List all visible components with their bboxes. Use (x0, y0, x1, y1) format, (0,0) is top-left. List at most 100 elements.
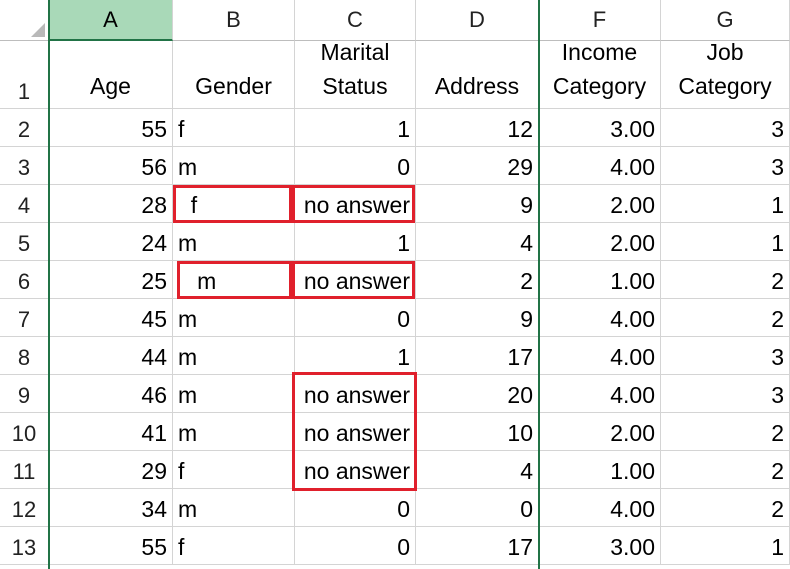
column-header-g[interactable]: G (661, 0, 790, 41)
cell-income[interactable]: 2.00 (539, 185, 661, 223)
cell-job[interactable]: 3 (661, 147, 790, 185)
row-header-9[interactable]: 9 (0, 375, 49, 413)
column-header-d[interactable]: D (416, 0, 539, 41)
cell-age[interactable]: 44 (49, 337, 173, 375)
select-all-corner[interactable] (0, 0, 49, 41)
cell-age[interactable]: 56 (49, 147, 173, 185)
cell-address[interactable]: 0 (416, 489, 539, 527)
cell-job[interactable]: 2 (661, 261, 790, 299)
cell-age-header[interactable]: Age (49, 41, 173, 109)
cell-job[interactable]: 1 (661, 185, 790, 223)
cell-age[interactable]: 29 (49, 451, 173, 489)
cell-job[interactable]: 3 (661, 375, 790, 413)
cell-income[interactable]: 4.00 (539, 299, 661, 337)
cell-address[interactable]: 4 (416, 223, 539, 261)
row-header-10[interactable]: 10 (0, 413, 49, 451)
row-header-7[interactable]: 7 (0, 299, 49, 337)
cell-marital[interactable]: 0 (295, 527, 416, 565)
cell-age[interactable]: 55 (49, 527, 173, 565)
cell-gender[interactable]: m (173, 299, 295, 337)
cell-income[interactable]: 1.00 (539, 261, 661, 299)
column-header-f[interactable]: F (539, 0, 661, 41)
cell-gender[interactable]: m (173, 489, 295, 527)
cell-income[interactable]: 4.00 (539, 147, 661, 185)
highlight-box-gender-row6 (177, 261, 292, 299)
cell-gender[interactable]: f (173, 451, 295, 489)
row-header-6[interactable]: 6 (0, 261, 49, 299)
cell-address[interactable]: 4 (416, 451, 539, 489)
row-header-1[interactable]: 1 (0, 41, 49, 109)
cell-marital[interactable]: 0 (295, 489, 416, 527)
header-text-line: Job (706, 41, 744, 65)
row-header-13[interactable]: 13 (0, 527, 49, 565)
cell-income[interactable]: 4.00 (539, 337, 661, 375)
row-header-2[interactable]: 2 (0, 109, 49, 147)
cell-income[interactable]: 2.00 (539, 413, 661, 451)
cell-age[interactable]: 45 (49, 299, 173, 337)
cell-job[interactable]: 3 (661, 337, 790, 375)
cell-marital[interactable]: no answer (295, 185, 416, 223)
header-text-line: Gender (195, 73, 272, 99)
row-header-4[interactable]: 4 (0, 185, 49, 223)
column-header-a[interactable]: A (49, 0, 173, 41)
cell-age[interactable]: 41 (49, 413, 173, 451)
cell-job[interactable]: 2 (661, 451, 790, 489)
column-header-b[interactable]: B (173, 0, 295, 41)
freeze-line-right (538, 0, 540, 569)
cell-address-header[interactable]: Address (416, 41, 539, 109)
cell-marital[interactable]: 0 (295, 147, 416, 185)
row-header-12[interactable]: 12 (0, 489, 49, 527)
cell-job[interactable]: 2 (661, 299, 790, 337)
cell-job[interactable]: 3 (661, 109, 790, 147)
cell-job[interactable]: 2 (661, 413, 790, 451)
cell-address[interactable]: 20 (416, 375, 539, 413)
cell-income[interactable]: 2.00 (539, 223, 661, 261)
cell-address[interactable]: 9 (416, 185, 539, 223)
row-header-3[interactable]: 3 (0, 147, 49, 185)
cell-address[interactable]: 2 (416, 261, 539, 299)
cell-job[interactable]: 2 (661, 489, 790, 527)
cell-marital[interactable]: 1 (295, 109, 416, 147)
cell-income[interactable]: 3.00 (539, 527, 661, 565)
cell-gender[interactable]: m (173, 375, 295, 413)
cell-gender[interactable]: m (173, 147, 295, 185)
cell-address[interactable]: 9 (416, 299, 539, 337)
cell-job[interactable]: 1 (661, 527, 790, 565)
cell-gender[interactable]: m (173, 337, 295, 375)
cell-address[interactable]: 17 (416, 527, 539, 565)
cell-gender-header[interactable]: Gender (173, 41, 295, 109)
cell-gender[interactable]: f (173, 109, 295, 147)
cell-marital[interactable]: 0 (295, 299, 416, 337)
cell-address[interactable]: 12 (416, 109, 539, 147)
cell-age[interactable]: 25 (49, 261, 173, 299)
cell-marital[interactable]: 1 (295, 337, 416, 375)
cell-income[interactable]: 1.00 (539, 451, 661, 489)
cell-job-category-header[interactable]: Job Category (661, 41, 790, 109)
cell-income-category-header[interactable]: Income Category (539, 41, 661, 109)
cell-marital[interactable]: no answer (295, 261, 416, 299)
cell-address[interactable]: 17 (416, 337, 539, 375)
row-header-8[interactable]: 8 (0, 337, 49, 375)
cell-age[interactable]: 46 (49, 375, 173, 413)
cell-job[interactable]: 1 (661, 223, 790, 261)
row-header-11[interactable]: 11 (0, 451, 49, 489)
cell-address[interactable]: 10 (416, 413, 539, 451)
cell-age[interactable]: 24 (49, 223, 173, 261)
cell-gender[interactable]: m (173, 413, 295, 451)
cell-marital[interactable]: no answer (295, 413, 416, 451)
cell-gender[interactable]: m (173, 223, 295, 261)
column-header-c[interactable]: C (295, 0, 416, 41)
cell-income[interactable]: 4.00 (539, 375, 661, 413)
cell-income[interactable]: 3.00 (539, 109, 661, 147)
row-header-5[interactable]: 5 (0, 223, 49, 261)
cell-gender[interactable]: f (173, 527, 295, 565)
cell-age[interactable]: 34 (49, 489, 173, 527)
select-all-triangle-icon (31, 23, 45, 37)
cell-address[interactable]: 29 (416, 147, 539, 185)
cell-marital[interactable]: 1 (295, 223, 416, 261)
cell-income[interactable]: 4.00 (539, 489, 661, 527)
cell-marital-status-header[interactable]: Marital Status (295, 41, 416, 109)
cell-age[interactable]: 55 (49, 109, 173, 147)
cell-age[interactable]: 28 (49, 185, 173, 223)
cell-marital[interactable]: no answer (295, 375, 416, 413)
